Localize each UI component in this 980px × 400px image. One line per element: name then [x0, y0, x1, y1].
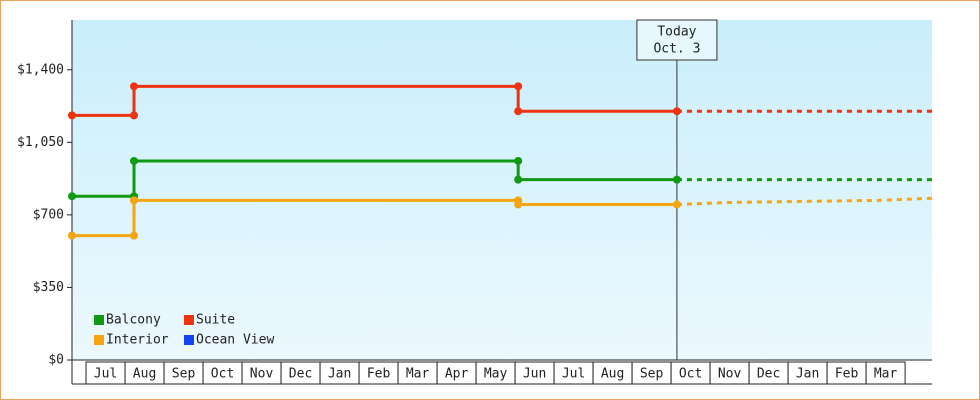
point — [672, 175, 681, 184]
x-tick-label: May — [484, 367, 508, 382]
x-tick-label: Nov — [250, 367, 274, 382]
point — [672, 107, 681, 116]
legend-label: Ocean View — [196, 333, 274, 348]
x-tick-label: Jan — [328, 367, 351, 382]
price-line — [72, 159, 677, 198]
point — [130, 156, 139, 165]
today-label: Oct. 3 — [653, 42, 700, 57]
x-tick-label: Jan — [796, 367, 819, 382]
point — [514, 175, 523, 184]
price-line — [72, 198, 677, 238]
x-tick-label: Sep — [640, 367, 664, 382]
x-tick-label: Oct — [679, 367, 702, 382]
point — [68, 231, 76, 240]
point — [68, 192, 76, 201]
legend-swatch — [184, 315, 194, 325]
x-tick-label: Apr — [445, 367, 469, 382]
point — [514, 82, 523, 91]
legend-label: Suite — [196, 313, 235, 328]
x-tick-label: Dec — [757, 367, 780, 382]
point — [514, 200, 523, 209]
x-tick-label: Mar — [406, 367, 430, 382]
legend-swatch — [94, 335, 104, 345]
today-label: Today — [657, 25, 696, 40]
legend-label: Balcony — [106, 313, 161, 328]
legend-label: Interior — [106, 333, 169, 348]
legend-swatch — [184, 335, 194, 345]
point — [672, 200, 681, 209]
point — [130, 111, 139, 120]
point — [130, 82, 139, 91]
x-tick-label: Jul — [562, 367, 585, 382]
x-tick-label: Dec — [289, 367, 312, 382]
x-tick-label: Nov — [718, 367, 742, 382]
y-tick-label: $0 — [48, 353, 64, 368]
y-tick-label: $350 — [33, 280, 64, 295]
point — [130, 231, 139, 240]
point — [514, 107, 523, 116]
x-tick-label: Mar — [874, 367, 898, 382]
x-tick-label: Feb — [367, 367, 391, 382]
x-tick-label: Aug — [601, 367, 624, 382]
x-tick-label: Jun — [523, 367, 546, 382]
point — [514, 156, 523, 165]
point — [68, 111, 76, 120]
y-tick-label: $700 — [33, 207, 64, 222]
x-tick-label: Feb — [835, 367, 859, 382]
price-line — [72, 84, 677, 117]
legend-swatch — [94, 315, 104, 325]
y-tick-label: $1,400 — [17, 62, 64, 77]
x-tick-label: Oct — [211, 367, 234, 382]
x-tick-label: Sep — [172, 367, 196, 382]
plot-area — [72, 20, 932, 360]
y-tick-label: $1,050 — [17, 135, 64, 150]
x-tick-label: Aug — [133, 367, 156, 382]
today-box — [636, 19, 718, 61]
x-tick-label: Jul — [94, 367, 117, 382]
point — [130, 196, 139, 205]
